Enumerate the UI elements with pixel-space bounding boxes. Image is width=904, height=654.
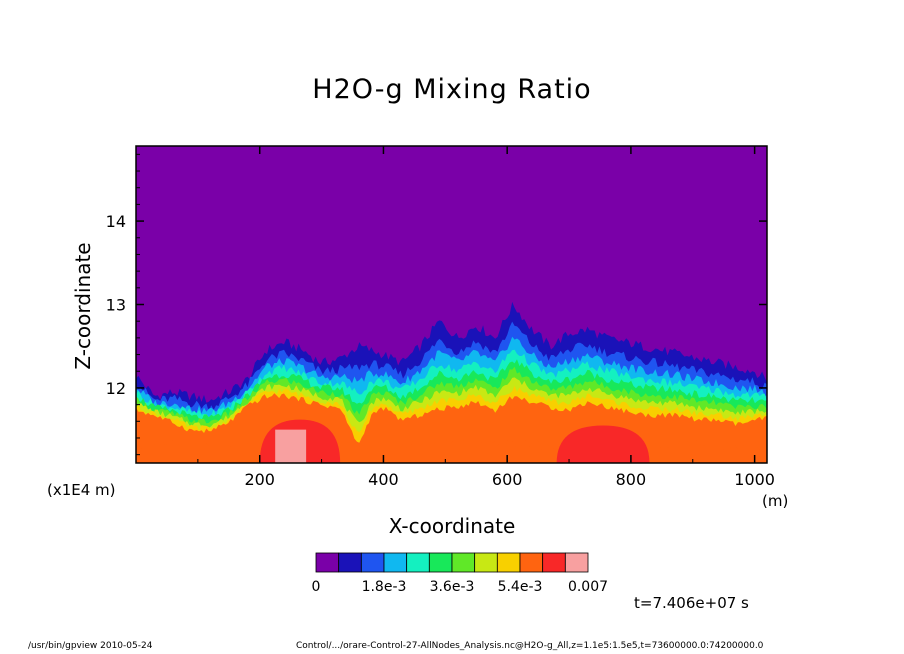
x-tick-label: 200 [244, 470, 275, 489]
colorbar-swatch [428, 552, 453, 573]
colorbar-swatch [496, 552, 521, 573]
colorbar-swatch [519, 552, 544, 573]
y-scale-label: (x1E4 m) [47, 481, 116, 499]
colorbar-swatch [564, 552, 589, 573]
colorbar-tick-label: 5.4e-3 [498, 579, 543, 595]
x-tick-label: 600 [492, 470, 523, 489]
x-axis-label: X-coordinate [388, 514, 516, 538]
contour-max-core [275, 429, 307, 463]
colorbar-tick-label: 0 [312, 579, 321, 595]
y-axis-label: Z-coordinate [71, 242, 95, 370]
contour-layers [136, 146, 767, 463]
colorbar-swatch [360, 552, 385, 573]
y-tick-label: 12 [106, 379, 126, 398]
colorbar-tick-label: 1.8e-3 [362, 579, 407, 595]
colorbar-swatch [406, 552, 430, 573]
x-tick-label: 1000 [734, 470, 775, 489]
x-tick-label: 800 [616, 470, 647, 489]
colorbar: 0 1.8e-3 3.6e-3 5.4e-3 0.007 [312, 552, 608, 595]
x-units-label: (m) [762, 492, 789, 510]
colorbar-swatch [474, 552, 498, 573]
x-tick-label: 400 [368, 470, 399, 489]
contour-hot-zone [556, 425, 650, 463]
colorbar-swatch [383, 552, 408, 573]
colorbar-tick-label: 3.6e-3 [430, 579, 475, 595]
colorbar-tick-label: 0.007 [568, 579, 608, 595]
y-tick-label: 13 [106, 296, 126, 315]
colorbar-swatch [451, 552, 476, 573]
colorbar-swatch [542, 552, 566, 573]
axis-ticks: 200 400 600 800 1000 12 13 14 [106, 146, 775, 489]
colorbar-swatch [338, 552, 362, 573]
footer-left: /usr/bin/gpview 2010-05-24 [28, 641, 153, 651]
y-tick-label: 14 [106, 212, 126, 231]
chart-title: H2O-g Mixing Ratio [312, 74, 592, 105]
footer-right: Control/.../orare-Control-27-AllNodes_An… [296, 641, 764, 651]
colorbar-swatch [315, 552, 340, 573]
time-label: t=7.406e+07 s [634, 594, 749, 612]
